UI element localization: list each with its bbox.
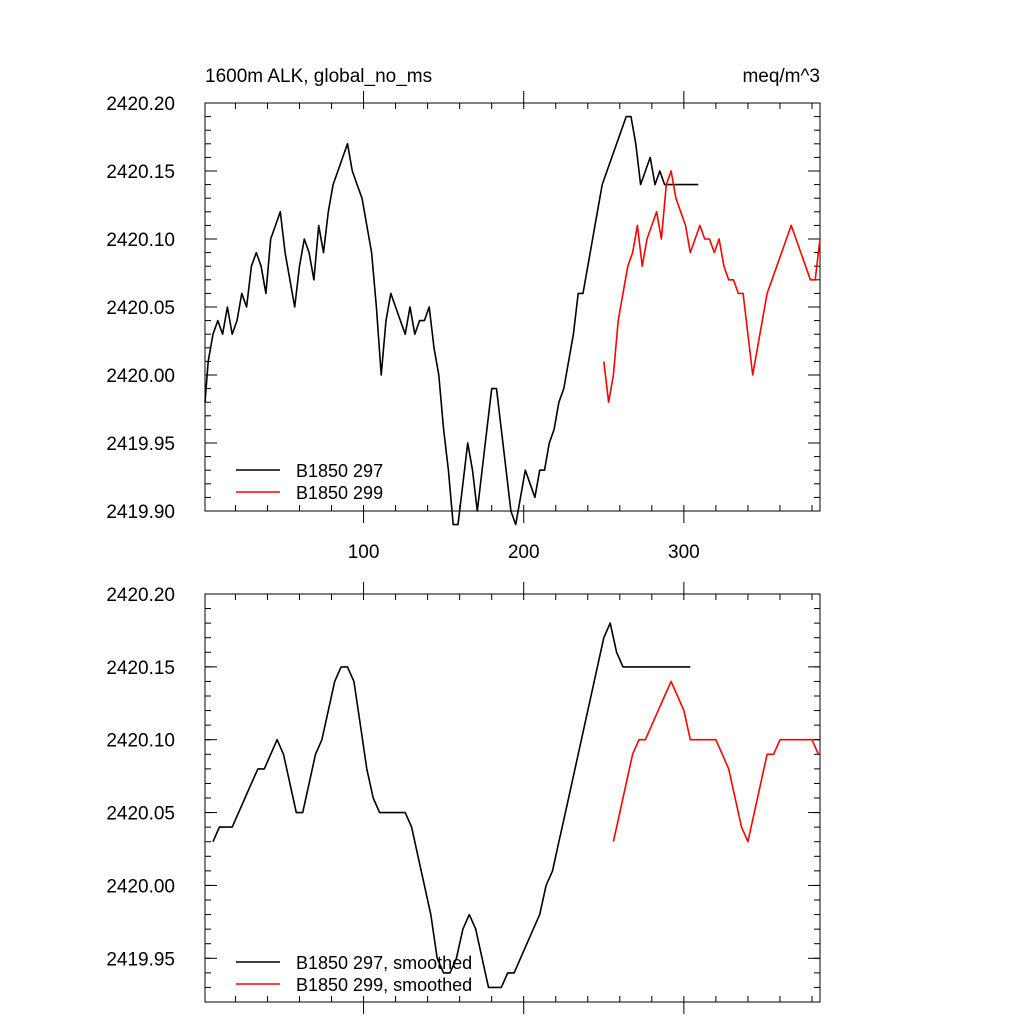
series-line-2 [612, 680, 820, 843]
top-panel: 2420.20 2420.15 2420.10 2420.05 2420.00 2419.… [106, 66, 821, 563]
plot-frame [204, 593, 821, 1003]
chart-title-right: meq/m^3 [742, 66, 820, 87]
legend-label-2: B1850 299 [296, 483, 383, 503]
y-tick-label: 2420.10 [106, 731, 175, 752]
legend-label-1: B1850 297, smoothed [296, 953, 472, 973]
y-tick-label: 2419.95 [106, 949, 175, 970]
series-line-2 [603, 170, 821, 403]
y-tick-label: 2420.05 [106, 298, 175, 319]
y-tick-label: 2420.10 [106, 230, 175, 251]
x-tick-label: 300 [668, 542, 700, 563]
x-tick-label: 200 [508, 542, 540, 563]
y-tick-label: 2420.20 [106, 585, 175, 606]
y-tick-label: 2420.00 [106, 366, 175, 387]
legend-label-2: B1850 299, smoothed [296, 975, 472, 995]
series-line-1 [204, 115, 699, 526]
bottom-panel: 2420.20 2420.15 2420.10 2420.05 2420.00 2419.… [106, 582, 821, 1014]
y-tick-label: 2420.15 [106, 658, 175, 679]
y-tick-label: 2419.90 [106, 502, 175, 523]
legend-label-1: B1850 297 [296, 461, 383, 481]
x-tick-label: 100 [348, 542, 380, 563]
chart-title-left: 1600m ALK, global_no_ms [205, 66, 432, 87]
y-tick-label: 2420.00 [106, 876, 175, 897]
y-tick-label: 2419.95 [106, 434, 175, 455]
series-line-1 [212, 622, 691, 989]
plot-frame [204, 102, 821, 512]
y-tick-label: 2420.15 [106, 162, 175, 183]
y-tick-label: 2420.20 [106, 94, 175, 115]
y-tick-label: 2420.05 [106, 804, 175, 825]
